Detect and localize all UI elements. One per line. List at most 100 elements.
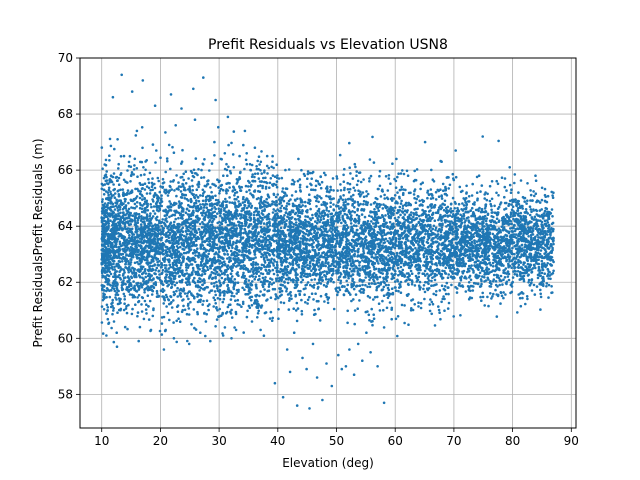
data-point [442,208,446,212]
data-point [149,212,152,215]
data-point [229,298,233,301]
data-point [139,173,143,177]
data-point [133,261,137,265]
data-point [442,295,445,298]
data-point [329,201,333,204]
data-point [275,270,279,274]
data-point [513,173,517,176]
data-point [491,232,495,236]
grid [80,57,576,428]
data-point [298,186,302,189]
data-point [481,291,485,295]
data-point [225,290,228,294]
data-point [377,209,381,212]
data-point [244,184,248,188]
data-point [138,181,142,185]
data-point [339,195,342,198]
data-point [127,160,131,164]
data-point [249,168,253,172]
data-point [157,269,161,273]
data-point [369,203,373,206]
data-point [223,252,226,256]
data-point [117,162,120,166]
data-point [196,247,199,250]
data-point [164,131,167,134]
data-point [185,312,189,316]
data-point [361,283,364,287]
data-point [237,253,240,257]
data-point [179,245,182,249]
data-point [150,205,153,209]
data-point [126,189,130,192]
data-point [383,197,387,200]
data-point [417,301,420,305]
data-point [225,162,228,166]
data-point [225,168,229,172]
data-point [451,233,454,236]
data-point [414,246,417,250]
data-point [291,260,295,264]
data-point [335,239,339,243]
data-point [256,300,259,303]
data-point [519,179,523,182]
data-point [378,275,382,279]
data-point [491,261,495,265]
data-point [130,276,134,280]
data-point [228,169,232,173]
data-point [321,221,325,224]
data-point [483,225,486,228]
data-point [408,273,411,277]
data-point [225,270,228,273]
data-point [278,290,282,294]
data-point [437,308,441,312]
data-point [404,227,407,230]
data-point [144,308,148,311]
data-point [114,278,117,281]
data-point [438,289,442,292]
data-point [480,184,484,187]
data-point [186,339,189,343]
data-point [235,182,239,185]
data-point [258,277,261,281]
data-point [539,295,543,299]
data-point [336,256,339,259]
data-point [245,190,248,194]
data-point [373,208,376,211]
data-point [264,276,267,279]
data-point [113,208,117,211]
data-point [108,159,111,162]
data-point [332,203,335,206]
data-point [196,292,199,296]
data-point [287,199,291,203]
data-point [265,164,269,168]
data-point [532,209,535,212]
data-point [489,292,492,295]
data-point [465,191,468,194]
data-point [518,296,522,300]
data-points [100,73,555,410]
data-point [129,258,132,261]
data-point [161,268,165,272]
data-point [370,215,373,219]
data-point [404,260,407,264]
data-point [220,183,224,187]
data-point [386,197,390,201]
data-point [218,307,221,311]
data-point [233,326,236,329]
data-point [199,203,202,206]
data-point [259,290,262,293]
data-point [310,269,313,273]
data-point [449,211,453,214]
data-point [451,196,455,200]
data-point [155,215,159,219]
data-point [371,323,374,327]
data-point [342,173,345,177]
data-point [251,173,254,176]
data-point [230,316,234,319]
data-point [527,281,530,284]
data-point [509,227,512,230]
data-point [487,304,490,308]
data-point [100,305,104,308]
data-point [160,333,164,336]
data-point [280,176,284,180]
